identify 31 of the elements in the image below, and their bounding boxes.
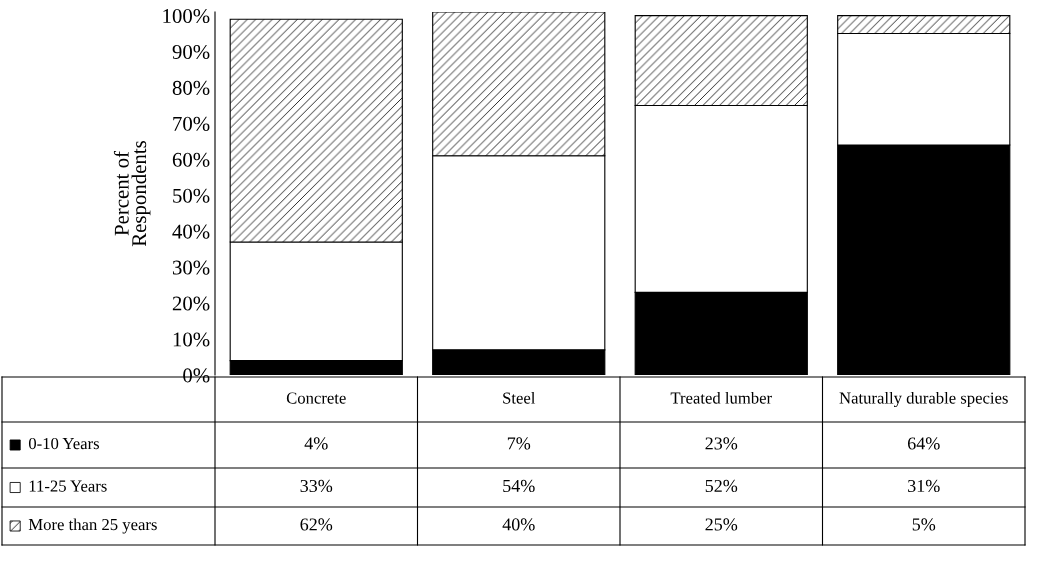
data-label: 33%	[300, 479, 333, 493]
data-label: 4%	[304, 437, 328, 450]
x-tick-label: Concrete	[286, 392, 346, 404]
x-tick-label: Naturally durable species	[839, 391, 1008, 408]
x-tick-label: Steel	[503, 391, 536, 404]
y-tick-label: 10%	[173, 332, 210, 347]
data-label: 5%	[912, 518, 936, 531]
data-label: 40%	[502, 518, 535, 531]
y-tick-label: 100%	[163, 8, 210, 24]
y-axis-title: Percent of Respondents	[113, 141, 151, 247]
data-label: 54%	[503, 479, 535, 493]
data-label: 62%	[300, 518, 333, 531]
y-tick-label: 40%	[172, 224, 210, 239]
y-tick-label: 70%	[173, 116, 210, 131]
y-tick-label: 30%	[172, 260, 210, 275]
data-label: 25%	[705, 518, 738, 531]
y-tick-label: 60%	[172, 152, 210, 167]
y-tick-label: 90%	[172, 44, 210, 60]
y-tick-label: 20%	[172, 296, 210, 311]
y-tick-label: 80%	[172, 80, 210, 95]
x-tick-label: Treated lumber	[670, 391, 772, 404]
legend-label: 11-25 Years	[29, 480, 107, 492]
legend-label: More than 25 years	[28, 518, 157, 534]
y-tick-label: 0%	[183, 368, 210, 383]
data-label: 52%	[705, 479, 738, 493]
data-label: 23%	[705, 437, 738, 450]
legend-label: 0-10 Years	[28, 437, 100, 450]
y-tick-label: 50%	[173, 188, 210, 203]
data-label: 64%	[907, 437, 940, 450]
data-label: 31%	[908, 479, 940, 493]
data-label: 7%	[507, 437, 531, 450]
